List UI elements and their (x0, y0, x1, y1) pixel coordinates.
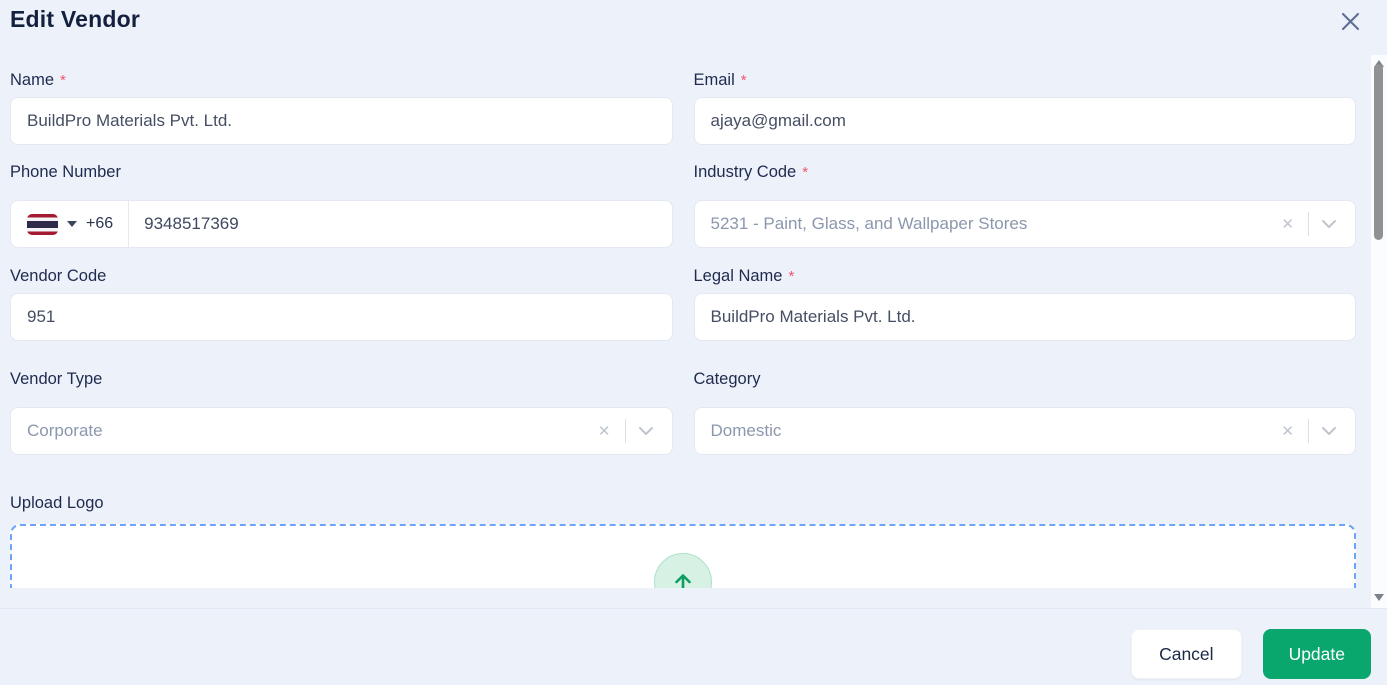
form-row: Name * Email * (10, 71, 1356, 145)
phone-label: Phone Number (10, 163, 121, 181)
scroll-down-arrow-icon[interactable] (1374, 594, 1384, 601)
logo-dropzone[interactable] (10, 524, 1356, 588)
vertical-scrollbar[interactable] (1371, 55, 1387, 608)
clear-icon[interactable]: ✕ (597, 422, 611, 440)
email-label: Email * (693, 71, 747, 89)
vendor-type-label: Vendor Type (10, 370, 103, 388)
clear-icon[interactable]: ✕ (1281, 422, 1294, 440)
clear-icon[interactable]: ✕ (1281, 215, 1294, 233)
vendor-code-field-group: Vendor Code (10, 267, 673, 341)
thailand-flag-icon (27, 213, 58, 235)
name-input[interactable] (10, 97, 673, 145)
modal-header: Edit Vendor (0, 0, 1387, 55)
required-asterisk: * (60, 72, 66, 89)
chevron-down-icon[interactable] (1317, 217, 1341, 231)
chevron-down-icon[interactable] (634, 424, 658, 438)
upload-logo-field-group: Upload Logo (10, 494, 1356, 588)
update-button[interactable]: Update (1262, 629, 1371, 679)
form-row: Vendor Code Legal Name * (10, 267, 1356, 341)
cancel-button[interactable]: Cancel (1131, 629, 1242, 679)
category-label: Category (693, 370, 761, 388)
industry-code-select[interactable]: 5231 - Paint, Glass, and Wallpaper Store… (693, 200, 1356, 248)
vendor-code-label: Vendor Code (10, 267, 107, 285)
dial-code: +66 (86, 215, 114, 232)
scrollbar-thumb[interactable] (1374, 64, 1383, 240)
form-row: Vendor Type Corporate ✕ Category Domesti… (10, 370, 1356, 455)
modal-body: Name * Email * Phone Number (0, 55, 1387, 588)
divider (624, 419, 626, 443)
vendor-type-value: Corporate (27, 421, 103, 440)
vendor-code-input[interactable] (10, 293, 673, 341)
divider (1308, 212, 1309, 236)
legal-name-input[interactable] (693, 293, 1356, 341)
email-field-group: Email * (693, 71, 1356, 145)
phone-number-input[interactable] (129, 201, 672, 247)
phone-input-wrapper: +66 (10, 200, 673, 248)
name-label: Name * (10, 71, 66, 89)
vendor-type-select[interactable]: Corporate ✕ (10, 407, 673, 455)
legal-name-field-group: Legal Name * (693, 267, 1356, 341)
chevron-down-icon[interactable] (1317, 424, 1341, 438)
divider (1308, 419, 1309, 443)
phone-field-group: Phone Number +66 (10, 163, 673, 248)
required-asterisk: * (802, 164, 809, 181)
industry-code-field-group: Industry Code * 5231 - Paint, Glass, and… (693, 163, 1356, 248)
upload-logo-label: Upload Logo (10, 494, 104, 512)
category-value: Domestic (710, 421, 782, 440)
legal-name-label: Legal Name * (693, 267, 795, 285)
caret-down-icon (67, 221, 77, 227)
industry-code-value: 5231 - Paint, Glass, and Wallpaper Store… (710, 214, 1028, 233)
modal-footer: Cancel Update (0, 608, 1387, 685)
form-row: Phone Number +66 Industry Code * (10, 163, 1356, 248)
industry-code-label: Industry Code * (693, 163, 809, 181)
required-asterisk: * (788, 268, 795, 285)
email-input[interactable] (693, 97, 1356, 145)
divider (128, 201, 130, 247)
scroll-up-arrow-icon[interactable] (1374, 60, 1384, 67)
name-field-group: Name * (10, 71, 673, 145)
required-asterisk: * (740, 72, 747, 89)
vendor-type-field-group: Vendor Type Corporate ✕ (10, 370, 673, 455)
category-field-group: Category Domestic ✕ (693, 370, 1356, 455)
category-select[interactable]: Domestic ✕ (693, 407, 1356, 455)
upload-icon (654, 553, 712, 588)
page-title: Edit Vendor (10, 6, 140, 32)
country-code-selector[interactable]: +66 (11, 201, 128, 247)
close-icon[interactable] (1337, 8, 1363, 34)
